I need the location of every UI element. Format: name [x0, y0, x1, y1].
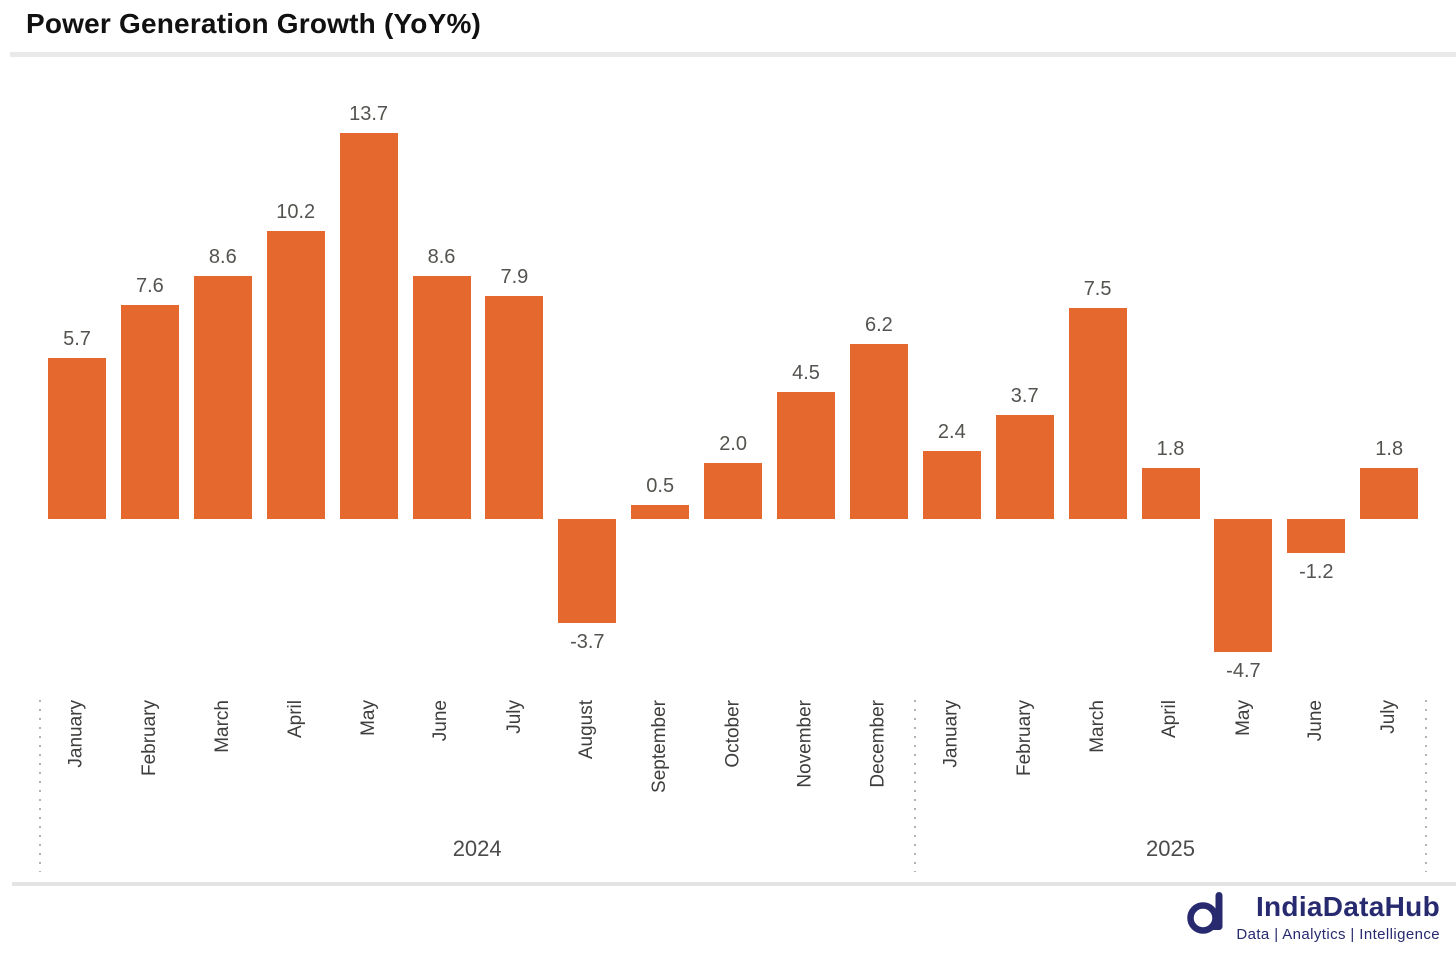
bar-may-2025 — [1214, 519, 1273, 652]
bar-value-label: 8.6 — [427, 246, 456, 269]
bar-march-2024 — [193, 276, 252, 519]
bar-january-2025 — [922, 451, 981, 519]
chart-title: Power Generation Growth (YoY%) — [26, 8, 482, 39]
bar-value-label: 7.9 — [500, 266, 529, 289]
x-axis-label: March — [211, 700, 233, 753]
bar-value-label: 13.7 — [349, 102, 389, 125]
x-axis-label: April — [1159, 700, 1181, 739]
bar-value-label: 7.6 — [135, 274, 164, 297]
x-axis-label: March — [1086, 700, 1108, 753]
logo-tagline-text: Data | Analytics | Intelligence — [1236, 926, 1440, 943]
bar-december-2024 — [849, 344, 908, 519]
logo-text-block: IndiaDataHub Data | Analytics | Intellig… — [1236, 890, 1440, 945]
bar-value-label: 6.2 — [864, 314, 893, 337]
axis-separator — [1424, 700, 1427, 872]
bar-july-2025 — [1360, 468, 1419, 519]
bar-april-2025 — [1141, 468, 1200, 519]
bar-value-label: 7.5 — [1083, 277, 1112, 300]
x-axis-label: August — [576, 700, 598, 760]
bar-value-label: 2.0 — [719, 432, 747, 455]
bar-july-2024 — [485, 296, 544, 519]
bar-value-label: 4.5 — [792, 362, 820, 385]
bar-august-2024 — [558, 519, 617, 624]
x-axis-label: July — [1378, 700, 1400, 734]
bar-june-2024 — [412, 276, 471, 519]
bar-value-label: 8.6 — [208, 246, 237, 269]
x-axis-label: May — [1232, 700, 1254, 736]
x-axis-year-label: 2025 — [1146, 836, 1195, 861]
x-axis-label: June — [1305, 700, 1327, 742]
bar-value-label: 1.8 — [1156, 438, 1185, 461]
x-axis-label: April — [284, 700, 306, 739]
bar-value-label: 10.2 — [276, 201, 316, 224]
bar-march-2025 — [1068, 307, 1127, 519]
bar-value-label: 1.8 — [1375, 438, 1404, 461]
bar-february-2025 — [995, 414, 1054, 519]
x-axis-label: December — [867, 700, 889, 788]
axis-separator — [39, 700, 41, 872]
bar-value-label: 2.4 — [937, 421, 966, 444]
bar-value-label: 5.7 — [63, 328, 91, 351]
x-axis-label: October — [722, 700, 744, 768]
bar-may-2024 — [339, 132, 398, 519]
x-axis-label: July — [503, 700, 525, 734]
x-axis-year-label: 2024 — [452, 836, 502, 861]
x-axis-label: February — [138, 700, 160, 777]
bar-october-2024 — [704, 462, 763, 519]
bar-september-2024 — [631, 504, 690, 519]
bar-value-label: 0.5 — [646, 474, 675, 497]
bar-february-2024 — [120, 304, 179, 519]
bar-value-label: -1.2 — [1299, 560, 1334, 583]
indiadatahub-logo-icon — [1187, 892, 1223, 934]
x-axis-label: September — [649, 700, 671, 793]
footer-divider — [12, 882, 1456, 886]
x-axis-label: June — [430, 700, 452, 742]
logo-brand-text: IndiaDataHub — [1255, 891, 1440, 922]
bar-value-label: 3.7 — [1010, 384, 1039, 407]
axis-separator — [914, 700, 917, 872]
bar-value-label: -3.7 — [570, 631, 605, 654]
bar-april-2024 — [266, 231, 325, 519]
bar-value-label: -4.7 — [1226, 659, 1261, 682]
x-axis-label: November — [795, 700, 816, 788]
x-axis-label: May — [357, 700, 379, 736]
x-axis-label: February — [1013, 700, 1035, 777]
x-axis-label: January — [66, 700, 87, 768]
x-axis-label: January — [940, 700, 962, 768]
title-divider — [10, 52, 1456, 57]
bar-november-2024 — [777, 392, 835, 519]
bar-january-2024 — [48, 358, 106, 519]
bar-june-2025 — [1287, 519, 1346, 553]
indiadatahub-logo[interactable]: IndiaDataHub Data | Analytics | Intellig… — [1186, 890, 1440, 945]
